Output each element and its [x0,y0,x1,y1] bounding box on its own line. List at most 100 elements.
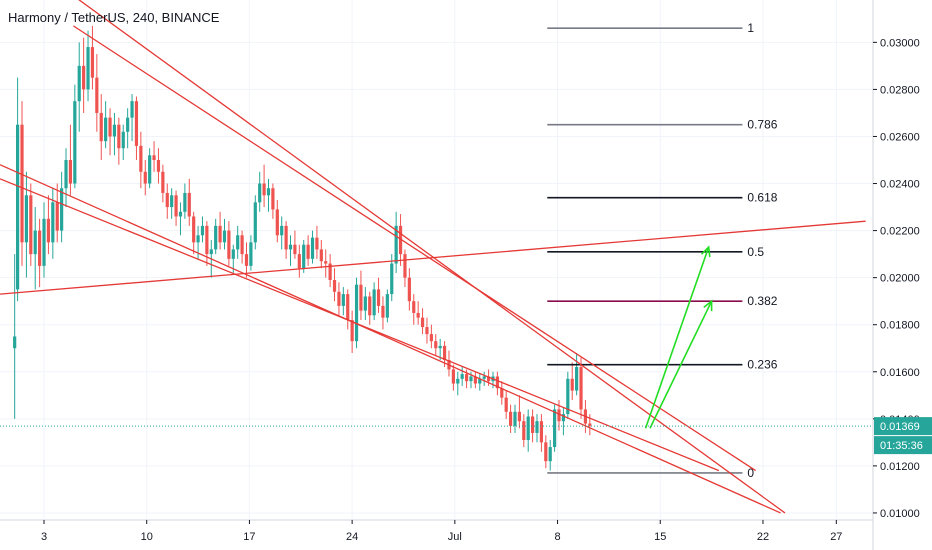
candle-body-1 [16,124,20,290]
candle-body-17 [86,47,90,90]
candle-body-101 [456,378,460,384]
candle-body-85 [385,294,389,318]
candle-body-19 [95,77,99,113]
arrow-shaft-0[interactable] [649,300,713,429]
chart-title: Harmony / TetherUS, 240, BINANCE [8,10,220,25]
candle-body-118 [531,416,535,433]
arrow-head-1 [701,245,711,258]
candle-body-71 [324,261,328,264]
fib-label-5: 0.236 [747,358,777,372]
candle-body-47 [218,225,222,243]
candle-body-114 [513,411,517,426]
candle-body-127 [570,378,574,391]
candle-body-86 [390,263,394,295]
candle-body-98 [442,345,447,360]
x-tick-label-0: 3 [41,531,47,543]
trendline-1[interactable] [0,164,781,514]
candle-body-13 [68,160,73,184]
candle-body-110 [495,376,499,389]
candle-body-104 [469,376,473,382]
candle-body-56 [258,183,262,203]
candle-body-52 [240,235,244,255]
candle-body-25 [121,131,125,149]
candle-body-121 [544,442,548,462]
candle-body-89 [403,254,407,278]
candle-body-95 [429,334,433,342]
y-tick-label-9: 0.01200 [880,461,920,473]
candle-body-83 [376,289,381,306]
candle-body-41 [192,216,196,243]
countdown-label: 01:35:36 [880,440,923,452]
candle-body-6 [38,230,42,266]
x-tick-label-1: 10 [141,531,153,543]
candle-body-4 [29,195,33,255]
candle-body-108 [486,376,491,382]
trendlines[interactable] [0,0,866,514]
candle-body-63 [288,244,293,250]
candle-body-64 [293,244,297,255]
y-tick-label-0: 0.03000 [880,37,920,49]
candle-body-125 [561,414,566,422]
candle-body-74 [337,291,341,306]
candle-body-68 [310,237,315,259]
candle-body-78 [354,284,359,342]
candle-body-24 [117,124,121,149]
x-tick-label-6: 15 [654,531,666,543]
candle-body-42 [196,235,200,243]
candle-body-107 [482,376,486,379]
candle-body-87 [394,225,398,264]
candle-body-94 [425,327,429,335]
candle-body-59 [271,188,275,210]
candle-body-124 [557,409,561,422]
y-tick-label-1: 0.02800 [880,84,920,96]
candles [13,25,592,471]
candle-body-31 [148,155,152,184]
candle-body-26 [126,117,130,132]
fib-label-4: 0.382 [747,294,777,308]
candle-body-91 [412,301,416,313]
candle-body-69 [315,237,319,250]
trendline-2[interactable] [0,178,720,472]
candle-body-55 [253,202,257,243]
candle-body-116 [522,421,526,440]
candle-body-100 [451,369,455,384]
trendline-3[interactable] [0,220,866,295]
candle-body-0 [13,336,17,349]
candle-body-20 [99,112,103,142]
x-tick-label-4: Jul [448,531,462,543]
trendline-4[interactable] [73,25,756,472]
candle-body-80 [363,296,367,311]
candle-body-122 [548,447,552,462]
trendline-0[interactable] [63,0,786,514]
arrow-shaft-1[interactable] [644,246,710,429]
arrow-head-0 [703,299,713,312]
x-tick-label-3: 24 [346,531,358,543]
fib-levels[interactable]: 1 0.786 0.618 0.5 0.382 0.236 0 [547,21,778,480]
y-tick-label-7: 0.01600 [880,367,920,379]
y-tick-label-4: 0.02200 [880,226,920,238]
candle-body-49 [227,230,231,259]
candle-body-117 [526,416,530,440]
last-price-label: 0.01369 [880,421,920,433]
fib-label-3: 0.5 [747,245,764,259]
candle-body-119 [535,421,539,433]
candle-body-30 [143,171,147,184]
fib-label-2: 0.618 [747,191,777,205]
candle-body-112 [504,397,508,412]
projection-arrows[interactable] [644,245,713,429]
candle-body-88 [398,225,403,255]
candle-body-9 [51,202,55,243]
candle-body-36 [170,195,174,208]
candle-body-61 [280,225,284,236]
candle-body-106 [478,378,482,384]
candle-body-103 [464,374,469,382]
candle-body-92 [416,312,420,318]
x-tick-label-5: 8 [554,531,560,543]
candle-body-93 [420,317,425,328]
candle-body-43 [200,225,205,236]
candle-body-16 [82,65,86,90]
candle-body-27 [130,101,134,118]
candle-body-129 [579,367,583,410]
y-tick-label-2: 0.02600 [880,131,920,143]
